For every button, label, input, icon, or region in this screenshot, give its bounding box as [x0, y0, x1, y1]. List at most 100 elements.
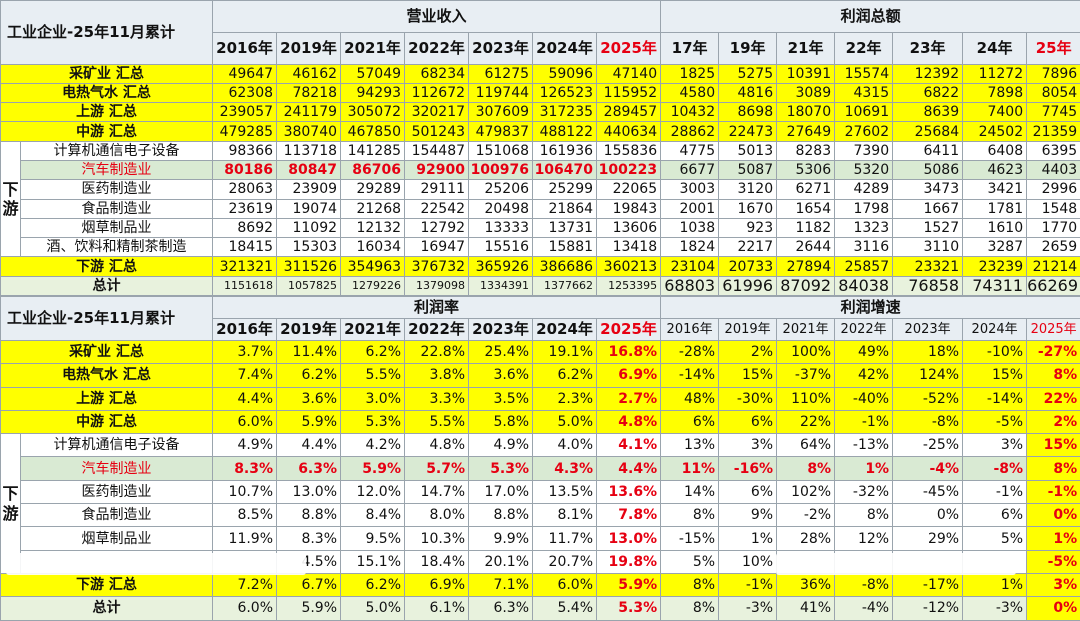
- value-cell: 1334391: [469, 276, 533, 295]
- value-cell: 5.4%: [533, 597, 597, 620]
- value-cell: 12132: [341, 218, 405, 237]
- value-cell: 320217: [405, 103, 469, 122]
- value-cell: 5.0%: [341, 597, 405, 620]
- value-cell: 4403: [1027, 160, 1080, 179]
- value-cell: 2%: [1027, 410, 1080, 433]
- value-cell: 6.0%: [533, 573, 597, 596]
- value-cell: 8%: [1027, 457, 1080, 480]
- value-cell: -3%: [719, 597, 777, 620]
- value-cell: 241179: [277, 103, 341, 122]
- value-cell: 76858: [893, 276, 963, 295]
- row-label: 汽车制造业: [21, 160, 213, 179]
- value-cell: 17.0%: [469, 480, 533, 503]
- value-cell: 10%: [719, 550, 777, 573]
- year-header: 2019年: [277, 32, 341, 64]
- value-cell: 22065: [597, 180, 661, 199]
- value-cell: 2%: [719, 341, 777, 364]
- value-cell: 27602: [835, 122, 893, 141]
- year-header: 2016年: [213, 319, 277, 341]
- value-cell: 5.8%: [469, 410, 533, 433]
- row-label: 总计: [1, 276, 213, 295]
- value-cell: 10432: [661, 103, 719, 122]
- value-cell: 4.9%: [469, 434, 533, 457]
- value-cell: 21864: [533, 199, 597, 218]
- year-header: 2023年: [469, 319, 533, 341]
- value-cell: 49647: [213, 64, 277, 83]
- value-cell: 4.4%: [277, 434, 341, 457]
- value-cell: 5013: [719, 141, 777, 160]
- row-label: 上游 汇总: [1, 103, 213, 122]
- year-header: 17年: [661, 32, 719, 64]
- value-cell: 3003: [661, 180, 719, 199]
- value-cell: -40%: [835, 387, 893, 410]
- year-header: 2016年: [213, 32, 277, 64]
- value-cell: 5320: [835, 160, 893, 179]
- value-cell: 8%: [835, 504, 893, 527]
- value-cell: 98366: [213, 141, 277, 160]
- value-cell: 3.6%: [277, 387, 341, 410]
- value-cell: 6.2%: [341, 341, 405, 364]
- value-cell: 305072: [341, 103, 405, 122]
- value-cell: 151068: [469, 141, 533, 160]
- value-cell: 1377662: [533, 276, 597, 295]
- value-cell: 19074: [277, 199, 341, 218]
- value-cell: 64%: [777, 434, 835, 457]
- table-title: 工业企业-25年11月累计: [1, 1, 213, 65]
- row-label: 食品制造业: [21, 504, 213, 527]
- value-cell: 3.5%: [469, 387, 533, 410]
- row-label: 采矿业 汇总: [1, 64, 213, 83]
- value-cell: 80847: [277, 160, 341, 179]
- value-cell: 15.1%: [341, 550, 405, 573]
- value-cell: 5275: [719, 64, 777, 83]
- value-cell: 7.8%: [597, 504, 661, 527]
- value-cell: -8%: [893, 410, 963, 433]
- value-cell: 94293: [341, 83, 405, 102]
- value-cell: 1279226: [341, 276, 405, 295]
- value-cell: 6677: [661, 160, 719, 179]
- value-cell: 1%: [719, 527, 777, 550]
- value-cell: 5.9%: [277, 597, 341, 620]
- value-cell: 5.3%: [597, 597, 661, 620]
- year-header: 25年: [1027, 32, 1080, 64]
- value-cell: 13.6%: [597, 480, 661, 503]
- value-cell: 29289: [341, 180, 405, 199]
- value-cell: 3110: [893, 238, 963, 257]
- value-cell: 2659: [1027, 238, 1080, 257]
- value-cell: 4816: [719, 83, 777, 102]
- value-cell: 12792: [405, 218, 469, 237]
- header-row-groups: 工业企业-25年11月累计营业收入利润总额: [1, 1, 1080, 33]
- value-cell: 7.1%: [469, 573, 533, 596]
- value-cell: -10%: [963, 341, 1027, 364]
- value-cell: 7.4%: [213, 364, 277, 387]
- value-cell: 923: [719, 218, 777, 237]
- value-cell: 87092: [777, 276, 835, 295]
- value-cell: 12.0%: [341, 480, 405, 503]
- value-cell: 501243: [405, 122, 469, 141]
- value-cell: 68234: [405, 64, 469, 83]
- value-cell: -1%: [835, 410, 893, 433]
- value-cell: 16.8%: [597, 341, 661, 364]
- row-label: 烟草制品业: [21, 527, 213, 550]
- value-cell: 11.9%: [213, 527, 277, 550]
- value-cell: 2996: [1027, 180, 1080, 199]
- value-cell: 25299: [533, 180, 597, 199]
- value-cell: 15%: [963, 364, 1027, 387]
- value-cell: -14%: [661, 364, 719, 387]
- value-cell: 4.1%: [597, 434, 661, 457]
- row-label: 总计: [1, 597, 213, 620]
- value-cell: 5.0%: [533, 410, 597, 433]
- value-cell: 2.3%: [533, 387, 597, 410]
- value-cell: 3.6%: [469, 364, 533, 387]
- value-cell: -4%: [893, 457, 963, 480]
- value-cell: 8%: [661, 573, 719, 596]
- value-cell: 1379098: [405, 276, 469, 295]
- value-cell: -16%: [719, 457, 777, 480]
- value-cell: 80186: [213, 160, 277, 179]
- value-cell: 11272: [963, 64, 1027, 83]
- value-cell: 8.8%: [469, 504, 533, 527]
